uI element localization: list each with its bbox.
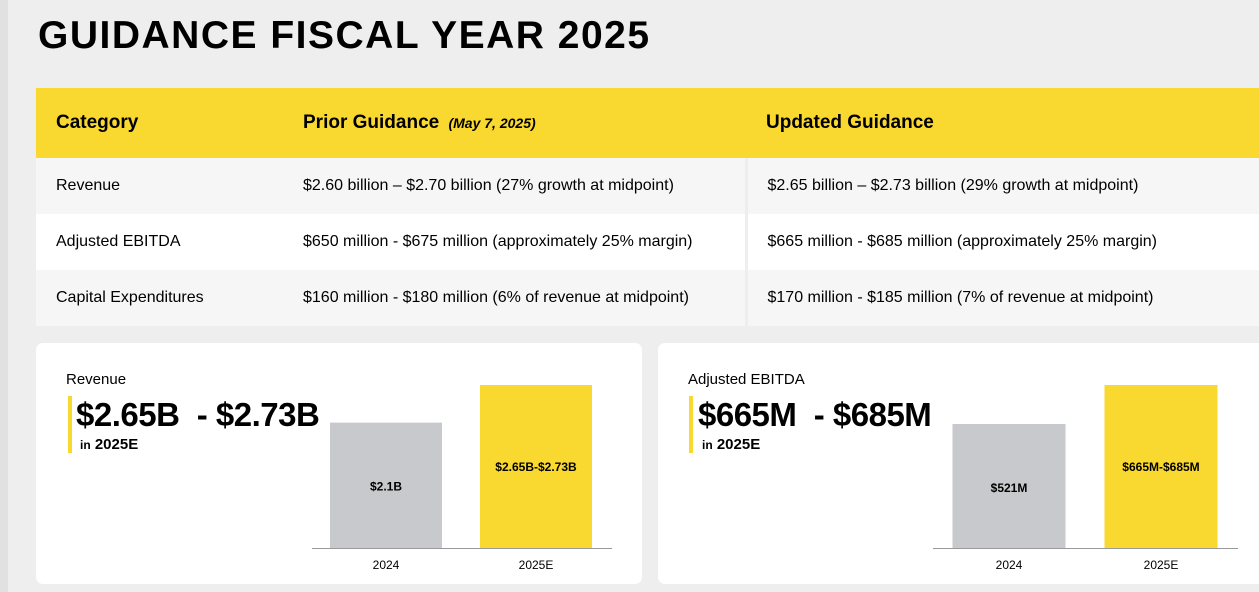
page-title: GUIDANCE FISCAL YEAR 2025	[38, 14, 651, 57]
revenue-tick-label-2024: 2024	[373, 558, 400, 572]
cell-updated: $170 million - $185 million (7% of reven…	[744, 270, 1259, 326]
cell-prior: $650 million - $675 million (approximate…	[283, 214, 746, 270]
header-prior-guidance: Prior Guidance (May 7, 2025)	[283, 88, 746, 158]
cell-category: Adjusted EBITDA	[36, 214, 283, 270]
header-category: Category	[36, 88, 283, 158]
left-edge-strip	[0, 0, 8, 592]
ebitda-data-label-2025e: $665M-$685M	[1122, 460, 1199, 474]
cell-category: Capital Expenditures	[36, 270, 283, 326]
revenue-tick-label-2025e: 2025E	[519, 558, 554, 572]
revenue-card-label: Revenue	[66, 371, 127, 388]
table-row: Adjusted EBITDA $650 million - $675 mill…	[36, 214, 1259, 270]
guidance-table: Category Prior Guidance (May 7, 2025) Up…	[36, 88, 1259, 326]
cell-prior: $2.60 billion – $2.70 billion (27% growt…	[283, 158, 746, 214]
header-updated-label: Updated Guidance	[766, 112, 934, 133]
header-updated-guidance: Updated Guidance	[746, 88, 1259, 158]
cell-updated: $665 million - $685 million (approximate…	[744, 214, 1259, 270]
revenue-bar-chart: $2.1B 2024 $2.65B-$2.73B 2025E	[312, 385, 612, 572]
ebitda-tick-label-2024: 2024	[996, 558, 1023, 572]
revenue-data-label-2024: $2.1B	[370, 480, 402, 494]
ebitda-tick-label-2025e: 2025E	[1144, 558, 1179, 572]
cell-prior: $160 million - $180 million (6% of reven…	[283, 270, 746, 326]
revenue-period-year: 2025E	[94, 436, 139, 453]
revenue-bar-2024	[330, 422, 442, 548]
revenue-data-label-2025e: $2.65B-$2.73B	[495, 460, 577, 474]
ebitda-period-prefix: in	[702, 438, 713, 452]
revenue-accent-bar	[68, 396, 72, 453]
ebitda-bar-2025e	[1104, 385, 1218, 548]
revenue-bar-2025e	[480, 385, 592, 548]
header-prior-label: Prior Guidance	[303, 112, 440, 133]
cell-updated: $2.65 billion – $2.73 billion (29% growt…	[744, 158, 1259, 214]
table-row: Revenue $2.60 billion – $2.70 billion (2…	[36, 158, 1259, 214]
revenue-period-prefix: in	[80, 438, 91, 452]
ebitda-card: Adjusted EBITDA $665M - $685M in 2025E $…	[658, 343, 1259, 584]
ebitda-value-period: in 2025E	[702, 436, 760, 453]
cell-category: Revenue	[36, 158, 283, 214]
revenue-big-value: $2.65B - $2.73B	[76, 396, 320, 433]
ebitda-bar-chart: $521M 2024 $665M-$685M 2025E	[933, 385, 1238, 572]
ebitda-bar-2024	[952, 424, 1066, 548]
header-prior-date: (May 7, 2025)	[448, 115, 536, 131]
ebitda-period-year: 2025E	[716, 436, 761, 453]
header-category-label: Category	[56, 112, 139, 133]
ebitda-big-value: $665M - $685M	[698, 396, 932, 433]
revenue-value-period: in 2025E	[80, 436, 138, 453]
ebitda-accent-bar	[689, 396, 693, 453]
table-row: Capital Expenditures $160 million - $180…	[36, 270, 1259, 326]
revenue-card: Revenue $2.65B - $2.73B in 2025E $2.1B 20…	[36, 343, 642, 584]
ebitda-card-label: Adjusted EBITDA	[688, 371, 805, 388]
table-header-row: Category Prior Guidance (May 7, 2025) Up…	[36, 88, 1259, 158]
ebitda-data-label-2024: $521M	[991, 481, 1028, 495]
